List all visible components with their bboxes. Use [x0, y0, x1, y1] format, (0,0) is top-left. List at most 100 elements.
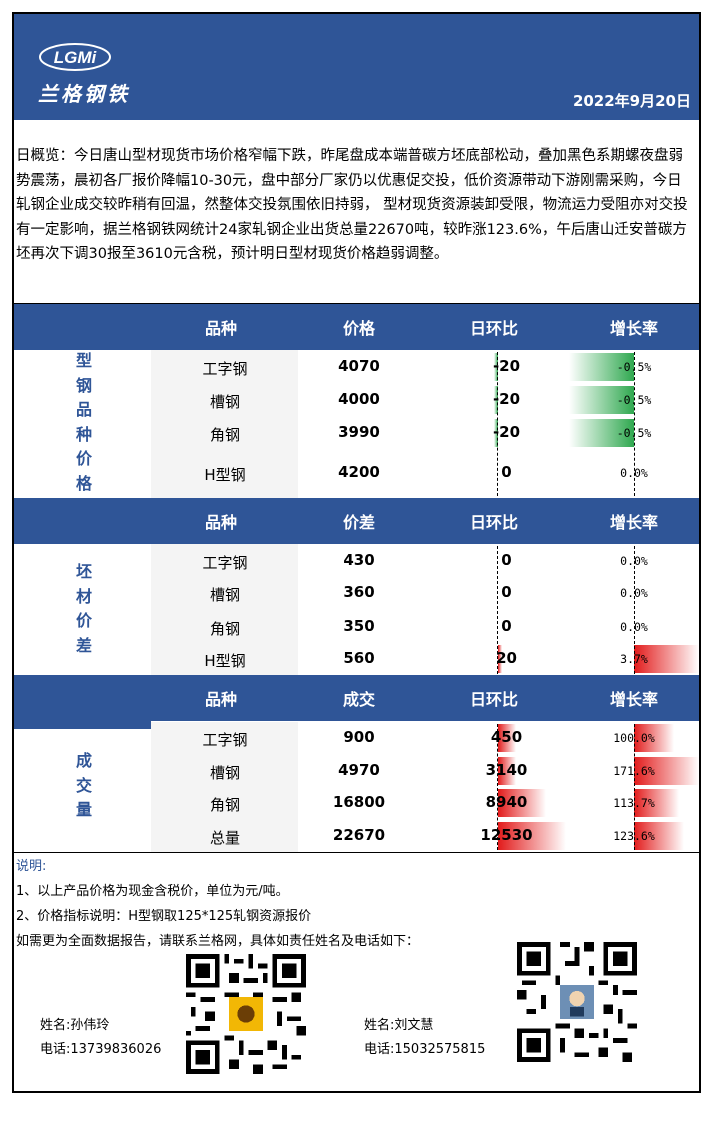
row-rate: 0.0% [620, 466, 648, 480]
row-value: 3990 [338, 423, 380, 441]
table-row: 角钢 3990 -20 -0.5% [14, 417, 699, 449]
row-value: 4000 [338, 390, 380, 408]
change-bar [498, 757, 516, 785]
rate-axis [634, 546, 635, 674]
row-name: 工字钢 [202, 554, 248, 572]
table-row: 总量 22670 12530 123.6% [14, 820, 699, 852]
rate-bar [634, 645, 699, 673]
col-header-value: 价格 [342, 319, 375, 338]
qr-code-2-icon [517, 942, 637, 1062]
rate-bar [634, 822, 684, 850]
table-row: 工字钢 4070 -20 -0.5% [14, 351, 699, 383]
row-change: 0 [501, 463, 512, 481]
col-header-change: 日环比 [469, 690, 518, 709]
col-header-change: 日环比 [469, 319, 518, 338]
col-header-value: 成交 [342, 690, 375, 709]
row-name: 槽钢 [209, 764, 240, 782]
change-axis [497, 352, 498, 496]
col-header-name: 品种 [204, 513, 237, 532]
row-change: 450 [490, 728, 523, 746]
row-rate: 100.0% [613, 731, 655, 745]
row-change: 20 [496, 649, 517, 667]
change-bar [494, 386, 498, 414]
contact-phone: 电话:15032575815 [364, 1042, 486, 1057]
section3-side-label: 成交量 [75, 751, 92, 819]
report-header: LGMi 兰格钢铁 2022年9月20日 [14, 14, 699, 120]
row-value: 22670 [332, 826, 386, 844]
row-name: 工字钢 [202, 731, 248, 749]
rate-bar [634, 724, 674, 752]
notes: 说明: 1、以上产品价格为现金含税价，单位为元/吨。 2、价格指标说明：H型钢取… [16, 854, 696, 954]
row-value: 350 [343, 617, 375, 635]
row-rate: 3.7% [620, 652, 648, 666]
row-change: 8940 [485, 793, 528, 811]
row-change: -20 [492, 423, 521, 441]
table-row: 工字钢 900 450 100.0% [14, 722, 699, 754]
row-name: 工字钢 [202, 360, 248, 378]
rate-bar [569, 419, 634, 447]
row-value: 900 [343, 728, 375, 746]
rate-bar [634, 757, 699, 785]
row-change: -20 [492, 390, 521, 408]
rate-bar [569, 386, 634, 414]
row-value: 4970 [338, 761, 380, 779]
change-bar [494, 353, 498, 381]
row-rate: 113.7% [613, 796, 655, 810]
table-row: 角钢 16800 8940 113.7% [14, 787, 699, 819]
notes-line-3: 如需更为全面数据报告，请联系兰格网，具体如责任姓名及电话如下： [16, 934, 420, 949]
table-row: 角钢 350 0 0.0% [14, 611, 699, 643]
shade [151, 544, 298, 675]
table-row: 槽钢 360 0 0.0% [14, 577, 699, 609]
col-header-name: 品种 [204, 690, 237, 709]
section3-header-tail [14, 721, 151, 729]
col-header-change: 日环比 [469, 513, 518, 532]
col-header-rate: 增长率 [609, 513, 658, 532]
row-change: 0 [501, 551, 512, 569]
row-name: 角钢 [209, 796, 240, 814]
table-row: 槽钢 4970 3140 171.6% [14, 755, 699, 787]
row-rate: 171.6% [613, 764, 655, 778]
divider [14, 303, 699, 304]
contact-phone: 电话:13739836026 [40, 1042, 162, 1057]
row-name: 角钢 [209, 620, 240, 638]
col-header-rate: 增长率 [609, 319, 658, 338]
table-row: H型钢 4200 0 0.0% [14, 457, 699, 489]
lgmi-logo: LGMi [39, 43, 111, 71]
row-name: 槽钢 [209, 586, 240, 604]
divider [14, 852, 699, 853]
contact-1: 姓名:孙伟玲 电话:13739836026 [40, 1014, 161, 1062]
rate-bar [634, 789, 679, 817]
shade [151, 350, 298, 498]
row-rate: 123.6% [613, 829, 655, 843]
contact-name: 姓名:刘文慧 [364, 1018, 434, 1033]
table-row: 工字钢 430 0 0.0% [14, 545, 699, 577]
row-rate: 0.0% [620, 554, 648, 568]
change-axis [497, 546, 498, 674]
col-header-name: 品种 [204, 319, 237, 338]
report-date: 2022年9月20日 [572, 92, 691, 110]
rate-axis [634, 724, 635, 850]
row-change: -20 [492, 357, 521, 375]
change-bar [498, 822, 566, 850]
row-name: H型钢 [204, 466, 246, 484]
row-name: 总量 [209, 829, 240, 847]
row-value: 4070 [338, 357, 380, 375]
change-bar [494, 419, 498, 447]
row-change: 12530 [480, 826, 533, 844]
table-row: H型钢 560 20 3.7% [14, 643, 699, 675]
change-bar [498, 789, 546, 817]
row-rate: 0.0% [620, 620, 648, 634]
section1-side-label: 型钢品 种价格 [75, 351, 92, 493]
notes-line-1: 1、以上产品价格为现金含税价，单位为元/吨。 [16, 884, 289, 899]
logo-cn-text: 兰格钢铁 [38, 82, 130, 106]
row-name: 角钢 [209, 426, 240, 444]
report-frame: LGMi 兰格钢铁 2022年9月20日 日概览：今日唐山型材现货市场价格窄幅下… [12, 12, 701, 1093]
row-value: 16800 [332, 793, 386, 811]
row-rate: -0.5% [616, 393, 652, 407]
qr-code-1-icon [186, 954, 306, 1074]
overview-paragraph: 日概览：今日唐山型材现货市场价格窄幅下跌，昨尾盘成本端普碳方坯底部松动，叠加黑色… [16, 148, 688, 263]
notes-title: 说明: [16, 859, 47, 874]
notes-line-2: 2、价格指标说明：H型钢取125*125轧钢资源报价 [16, 909, 312, 924]
row-change: 0 [501, 617, 512, 635]
row-name: 槽钢 [209, 393, 240, 411]
